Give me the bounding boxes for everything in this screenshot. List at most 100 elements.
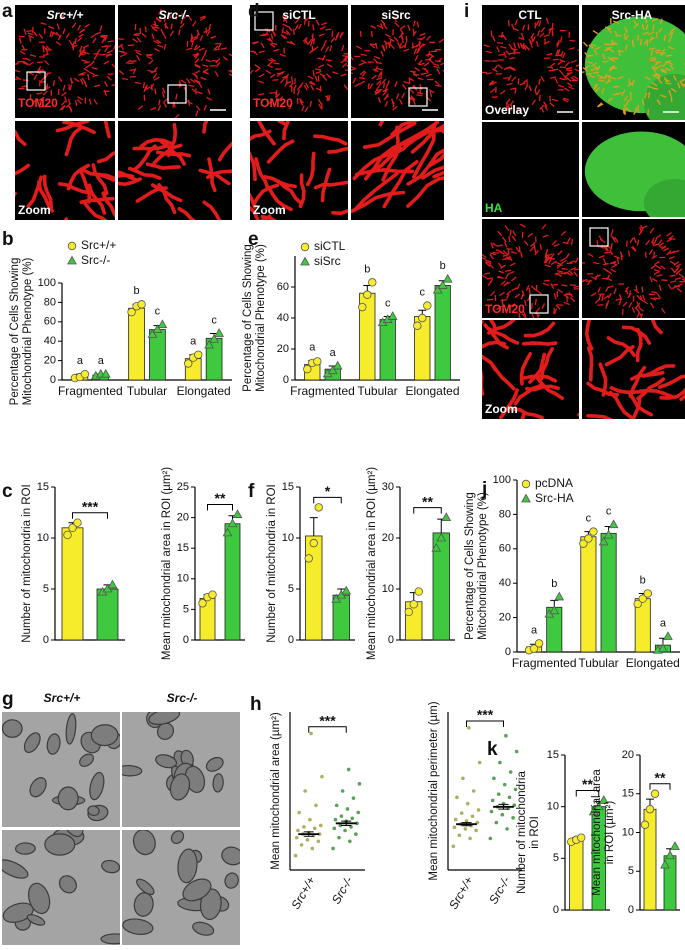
mito: [601, 295, 604, 302]
mito: [260, 42, 265, 49]
mito: [574, 257, 579, 264]
mito: [557, 270, 564, 273]
image: [122, 712, 240, 827]
mito: [210, 35, 217, 39]
data-point: [474, 828, 478, 833]
mito: [55, 41, 62, 46]
mito: [482, 340, 507, 349]
em-mito: [155, 754, 178, 769]
data-point: [658, 643, 668, 652]
mito: [203, 29, 210, 34]
mito: [500, 280, 506, 286]
mito: [573, 285, 579, 289]
mito: [541, 303, 546, 310]
mito: [602, 262, 609, 266]
data-point: [584, 534, 593, 543]
mito: [290, 76, 293, 83]
mito: [157, 183, 177, 215]
data-point: [363, 290, 372, 299]
mito: [354, 167, 415, 177]
mito: [96, 150, 115, 164]
mito: [432, 170, 444, 179]
mito: [658, 242, 665, 247]
mito: [516, 106, 522, 113]
group-letter: c: [586, 513, 592, 525]
mito: [612, 57, 619, 60]
mito: [629, 370, 665, 381]
mito: [613, 255, 620, 259]
mito: [649, 227, 655, 234]
mito: [560, 230, 567, 236]
em-mito: [27, 882, 51, 915]
mito: [557, 84, 564, 88]
mito: [42, 44, 48, 51]
mito: [434, 80, 440, 86]
mito: [635, 302, 641, 309]
mito: [104, 81, 108, 88]
mito: [45, 47, 48, 54]
data-point: [303, 789, 307, 793]
mito: [660, 52, 666, 56]
mito: [503, 66, 510, 70]
mito: [566, 271, 572, 276]
mito: [281, 27, 285, 34]
mito: [653, 269, 660, 272]
mito: [569, 260, 576, 264]
mito: [420, 72, 427, 75]
mito: [591, 62, 597, 67]
mito: [265, 69, 272, 75]
data-point: [461, 776, 465, 781]
mito: [377, 82, 382, 89]
data-point: [348, 839, 352, 844]
y-axis-label: Mean mitochondrial perimeter (µm): [428, 701, 440, 880]
mito: [510, 250, 517, 255]
mito: [666, 250, 672, 256]
mito: [585, 72, 592, 75]
group-letter: b: [551, 578, 557, 590]
mito: [107, 73, 114, 76]
mito: [435, 84, 442, 87]
mito: [615, 297, 622, 301]
mito: [134, 49, 141, 52]
mito: [651, 17, 658, 22]
mito: [609, 64, 616, 70]
y-tick-label: 5: [43, 583, 49, 595]
mito: [319, 73, 326, 77]
mito: [318, 64, 325, 68]
y-axis-label: Mitochondrial Phenotype (%): [22, 258, 34, 406]
mito: [362, 121, 417, 149]
mito: [524, 84, 528, 91]
mito: [513, 42, 517, 49]
mito: [618, 299, 622, 306]
mito: [536, 89, 541, 96]
data-point: [345, 807, 350, 811]
mito: [607, 97, 614, 103]
mito: [199, 15, 206, 19]
mito: [540, 76, 545, 82]
mito: [207, 88, 211, 95]
mito: [179, 23, 185, 29]
mito: [96, 48, 101, 55]
mito: [530, 32, 535, 39]
mito: [560, 36, 563, 43]
mito: [148, 59, 154, 65]
mito: [511, 276, 517, 282]
em-mito: [136, 878, 155, 896]
mito: [492, 35, 496, 42]
mito: [345, 52, 348, 55]
mito: [514, 19, 518, 26]
mito: [263, 175, 297, 189]
y-axis-label: Percentage of Cells Showing: [242, 244, 254, 392]
significance-label: **: [422, 493, 433, 509]
mito: [516, 283, 521, 290]
mito: [565, 293, 573, 296]
mito: [412, 30, 417, 37]
mito: [622, 301, 628, 307]
mito: [321, 21, 328, 26]
mito: [550, 283, 555, 289]
em-mito: [29, 777, 47, 798]
mito: [419, 43, 426, 48]
mito: [133, 32, 140, 36]
mito: [419, 36, 426, 41]
mito: [587, 253, 594, 258]
